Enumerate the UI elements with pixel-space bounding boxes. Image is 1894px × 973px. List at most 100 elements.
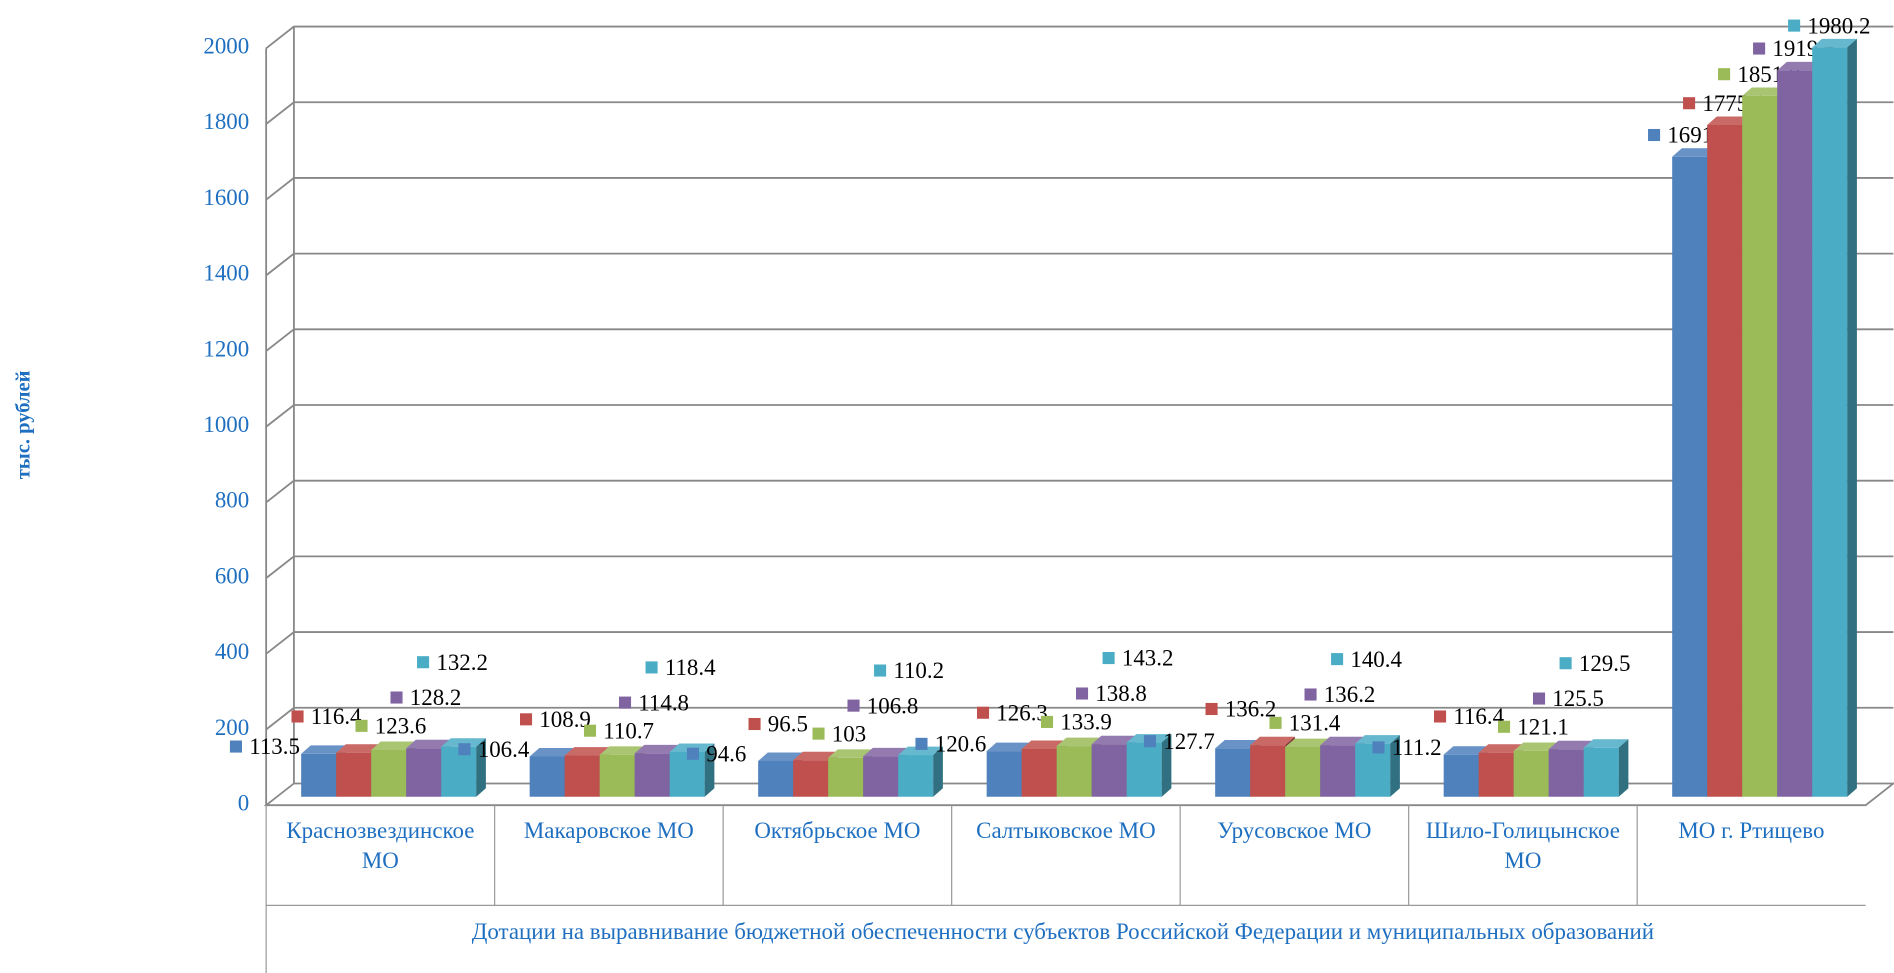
label-marker: [1718, 68, 1731, 81]
data-label: 96.5: [768, 712, 808, 737]
label-marker: [229, 740, 242, 753]
bar-side-shade: [1390, 735, 1400, 797]
label-marker: [812, 727, 825, 740]
label-marker: [519, 713, 533, 726]
bar-top: [406, 739, 451, 749]
bar-side: [1161, 734, 1172, 797]
label-marker: [645, 661, 658, 674]
bar-front: [564, 755, 600, 797]
bar-side-shade: [933, 746, 943, 797]
bar-top-shade: [1091, 735, 1137, 745]
label-marker: [1434, 710, 1447, 723]
bar: [1583, 739, 1629, 797]
bar-top: [599, 746, 645, 755]
bar-top-shade: [1056, 737, 1102, 747]
data-label: 106.4: [478, 737, 530, 762]
bar-top-shade: [793, 751, 838, 761]
data-label: 116.4: [1453, 704, 1504, 729]
bar-front: [1443, 754, 1479, 797]
bar-front: [1478, 752, 1514, 797]
grid-line: [265, 252, 1894, 277]
label-marker: [458, 743, 471, 756]
bar-front: [1707, 124, 1743, 797]
label-marker: [1205, 702, 1218, 716]
y-tick-label: 1600: [203, 185, 249, 210]
data-label: 132.2: [436, 650, 488, 675]
data-label: 129.5: [1579, 651, 1631, 676]
bar: [898, 746, 943, 797]
data-label: 140.4: [1350, 647, 1402, 672]
bar-front: [1126, 742, 1162, 797]
bar-top-shade: [1707, 116, 1752, 125]
bar-top-shade: [1583, 739, 1629, 748]
bar-top-shade: [1215, 739, 1260, 749]
label-marker: [1102, 652, 1115, 665]
bar-top-shade: [828, 749, 873, 758]
x-tick-label-box: Салтыковское МО: [976, 818, 1155, 843]
bar-top: [1443, 746, 1489, 755]
bar-front: [1250, 745, 1286, 797]
y-tick-label: 2000: [203, 34, 249, 59]
bar-top-shade: [1777, 61, 1822, 71]
bar-side-shade: [476, 738, 486, 797]
bar-front: [529, 756, 565, 797]
bar-front: [1320, 745, 1356, 797]
bar-top: [564, 747, 610, 756]
bar-side: [1618, 739, 1629, 797]
bar-side-shade: [1847, 38, 1857, 797]
bar-side: [704, 743, 715, 797]
bar-side: [1847, 38, 1857, 797]
label-marker: [1788, 19, 1801, 32]
data-label: 143.2: [1122, 646, 1174, 671]
data-label: 110.7: [603, 718, 654, 743]
bar-top: [371, 741, 416, 750]
label-marker: [1753, 42, 1766, 55]
bar-top: [336, 744, 381, 753]
y-tick-label: 200: [215, 715, 249, 740]
y-tick-label: 400: [215, 639, 249, 664]
x-axis-title-box: Дотации на выравнивание бюджетной обеспе…: [472, 920, 1654, 945]
bar-top: [758, 752, 803, 761]
y-tick-label: 1000: [203, 412, 249, 437]
data-label: 111.2: [1392, 735, 1442, 760]
bar-top-shade: [564, 747, 610, 756]
label-marker: [686, 747, 700, 760]
grid-line: [265, 555, 1894, 579]
label-marker: [618, 696, 632, 709]
grid-line: [265, 328, 1894, 352]
bar-top-shade: [898, 746, 943, 756]
x-tick-label: МО г. Ртищево: [1678, 818, 1825, 844]
data-label: 103: [832, 721, 866, 746]
bar-top-shade: [758, 752, 803, 761]
label-marker: [1497, 720, 1511, 733]
data-label: 94.6: [706, 741, 746, 766]
data-label: 123.6: [375, 714, 427, 739]
bar-top-shade: [336, 744, 381, 753]
label-marker: [847, 699, 860, 712]
y-tick-label: 1200: [203, 336, 249, 361]
label-marker: [583, 724, 597, 737]
bar-front: [863, 756, 899, 797]
bar-front: [1812, 47, 1848, 797]
bar-top: [1777, 61, 1822, 71]
floor: [263, 782, 1894, 807]
label-marker: [1683, 97, 1696, 110]
bar-top-shade: [1742, 87, 1787, 96]
label-marker: [417, 656, 430, 669]
bar-top-shade: [1250, 736, 1295, 746]
bar-front: [1513, 750, 1549, 797]
bar-top: [1056, 737, 1102, 747]
bar-front: [1777, 70, 1813, 797]
bar-front: [898, 755, 934, 797]
bar-top: [529, 748, 575, 757]
bar-top-shade: [599, 746, 645, 755]
bar-top-shade: [1513, 742, 1559, 751]
bar-top-shade: [1478, 744, 1524, 753]
label-marker: [1533, 692, 1546, 705]
data-label: 108.9: [539, 707, 591, 732]
bar-side: [933, 746, 943, 797]
bar-top-shade: [1320, 736, 1365, 746]
data-label: 128.2: [410, 685, 462, 710]
bar-top-shade: [986, 742, 1032, 752]
data-label: 110.2: [893, 658, 944, 683]
